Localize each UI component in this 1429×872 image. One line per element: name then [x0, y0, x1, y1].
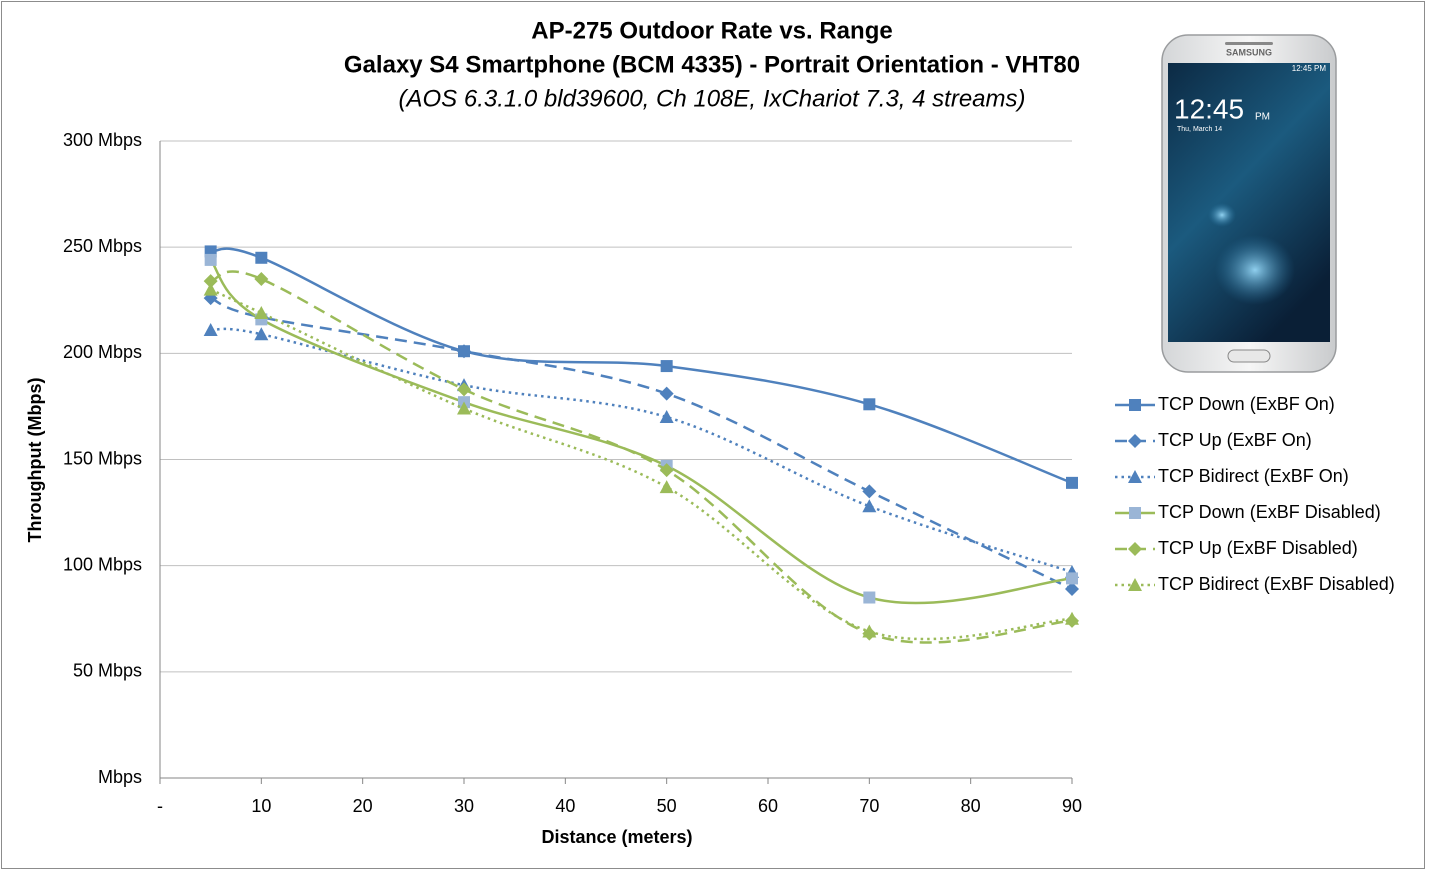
marker — [254, 272, 269, 287]
marker — [203, 282, 218, 296]
series-line — [210, 247, 1073, 485]
y-tick-label: 150 Mbps — [63, 448, 142, 468]
marker — [659, 410, 674, 424]
status-time: 12:45 PM — [1292, 64, 1327, 73]
legend-marker — [1129, 399, 1141, 411]
y-tick-label: 200 Mbps — [63, 342, 142, 362]
marker — [203, 274, 218, 289]
marker — [863, 591, 876, 604]
marker — [457, 382, 471, 397]
x-tick-label: 70 — [859, 796, 879, 816]
marker — [659, 386, 674, 401]
legend-marker — [1128, 578, 1142, 591]
x-tick-label: 90 — [1062, 796, 1082, 816]
marker — [1065, 611, 1079, 625]
marker — [862, 499, 877, 513]
legend-label: TCP Bidirect (ExBF On) — [1158, 466, 1349, 486]
phone: SAMSUNG 12:45 PM 12:45 PM Thu, March 14 — [1161, 34, 1337, 373]
chart-subtitle: Galaxy S4 Smartphone (BCM 4335) - Portra… — [344, 51, 1080, 78]
screen-glow — [1215, 235, 1295, 305]
legend-label: TCP Up (ExBF On) — [1158, 430, 1312, 450]
marker — [1065, 582, 1079, 597]
clock-time: 12:45 — [1174, 93, 1244, 124]
chart-annotation: (AOS 6.3.1.0 bld39600, Ch 108E, IxChario… — [399, 85, 1026, 112]
x-tick-label: - — [157, 796, 163, 816]
marker — [203, 322, 218, 336]
phone-brand: SAMSUNG — [1226, 47, 1272, 57]
x-tick-label: 10 — [251, 796, 271, 816]
legend-label: TCP Up (ExBF Disabled) — [1158, 538, 1358, 558]
marker — [254, 327, 269, 341]
x-tick-label: 50 — [657, 796, 677, 816]
x-tick-label: 40 — [555, 796, 575, 816]
x-tick-label: 30 — [454, 796, 474, 816]
marker — [1066, 476, 1078, 489]
x-tick-label: 80 — [961, 796, 981, 816]
y-tick-label: 250 Mbps — [63, 236, 142, 256]
legend-marker — [1128, 434, 1142, 448]
speaker — [1225, 42, 1273, 45]
series-line — [210, 288, 1073, 641]
clock-ampm: PM — [1255, 112, 1270, 123]
marker — [457, 344, 471, 359]
legend-marker — [1128, 470, 1142, 483]
y-axis-label: Throughput (Mbps) — [25, 378, 45, 543]
screen-glow — [1208, 203, 1236, 227]
marker — [862, 484, 877, 499]
marker — [862, 624, 877, 638]
marker — [457, 401, 471, 415]
marker — [255, 313, 268, 326]
clock-date: Thu, March 14 — [1177, 126, 1222, 133]
marker — [660, 360, 673, 373]
x-tick-label: 20 — [353, 796, 373, 816]
y-tick-label: 50 Mbps — [73, 661, 142, 681]
marker — [1066, 572, 1078, 585]
home-button — [1227, 349, 1271, 363]
marker — [254, 305, 269, 319]
legend-label: TCP Bidirect (ExBF Disabled) — [1158, 574, 1395, 594]
chart-title: AP-275 Outdoor Rate vs. Range — [531, 17, 892, 44]
series-line — [210, 270, 1073, 644]
marker — [863, 398, 876, 411]
marker — [659, 463, 674, 478]
y-tick-label: 100 Mbps — [63, 554, 142, 574]
marker — [659, 480, 674, 494]
marker — [255, 251, 268, 264]
series-line — [210, 327, 1073, 574]
legend-label: TCP Down (ExBF Disabled) — [1158, 502, 1381, 522]
y-tick-label: 300 Mbps — [63, 130, 142, 150]
x-axis-label: Distance (meters) — [541, 827, 692, 847]
series-line — [210, 296, 1073, 591]
legend-marker — [1128, 542, 1142, 556]
marker — [204, 253, 217, 266]
y-tick-label: Mbps — [98, 767, 142, 787]
x-tick-label: 60 — [758, 796, 778, 816]
legend-marker — [1129, 507, 1141, 519]
legend-label: TCP Down (ExBF On) — [1158, 394, 1335, 414]
